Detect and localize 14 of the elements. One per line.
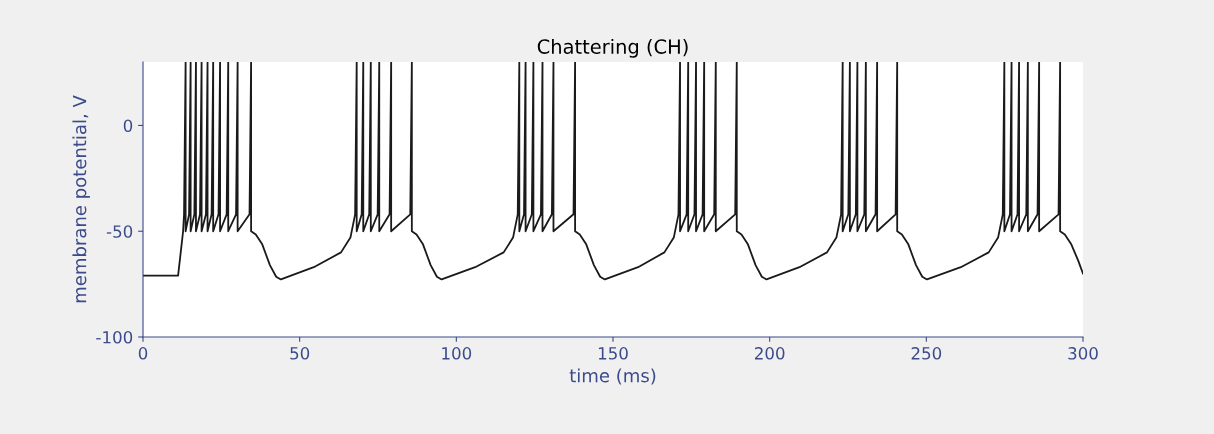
x-tick-label: 100 (442, 347, 472, 360)
x-tick-label: 250 (911, 347, 942, 360)
y-tick-label: 0 (123, 119, 133, 133)
chart-title: Chattering (CH) (537, 38, 688, 58)
y-tick-label: -50 (106, 225, 133, 238)
x-tick-label: 300 (1068, 347, 1098, 360)
y-axis-title: membrane potential, V (72, 95, 90, 303)
x-axis-title: time (ms) (569, 368, 656, 385)
line-series (143, 62, 1083, 281)
x-tick-label: 0 (138, 347, 148, 360)
x-tick-label: 200 (754, 347, 785, 360)
x-tick-label: 150 (598, 347, 628, 360)
y-tick-label: -100 (96, 330, 133, 344)
x-tick-label: 50 (290, 347, 310, 360)
